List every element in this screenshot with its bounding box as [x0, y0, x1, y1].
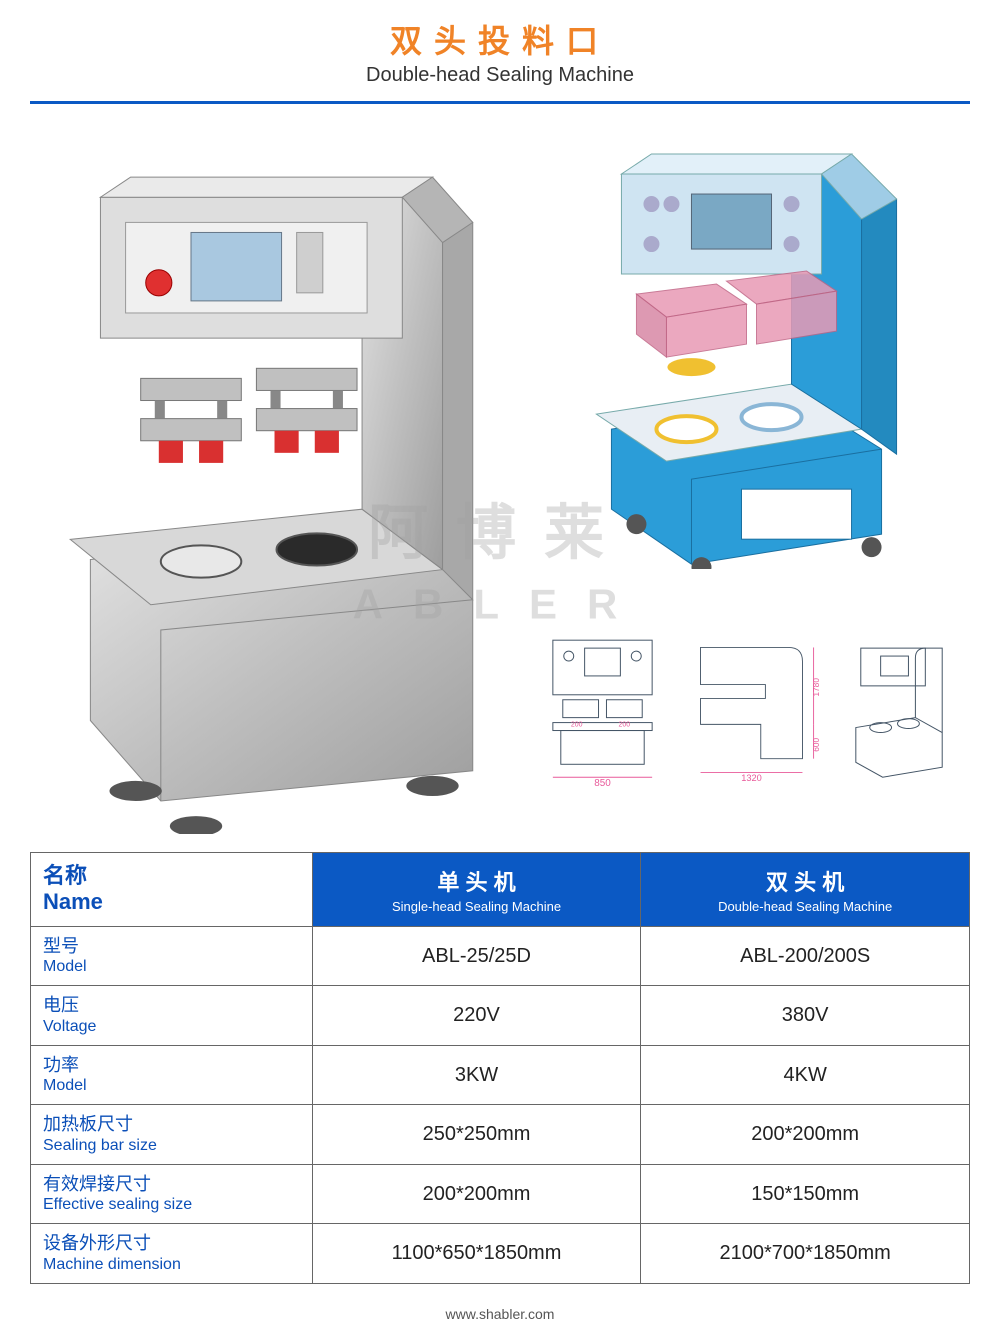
machine-photo [30, 124, 513, 834]
dim-side-width: 1320 [741, 773, 762, 783]
table-row: 型号ModelABL-25/25DABL-200/200S [31, 926, 970, 986]
side-view: 1320 1780 600 [682, 587, 821, 828]
row-value-2: 200*200mm [641, 1105, 970, 1165]
image-section: 850 200 200 1320 1780 600 [0, 104, 1000, 844]
orthographic-views: 850 200 200 1320 1780 600 [533, 587, 970, 828]
row-value-1: 250*250mm [312, 1105, 641, 1165]
th-single-head: 单 头 机 Single-head Sealing Machine [312, 853, 641, 927]
svg-text:200: 200 [571, 722, 583, 729]
title-english: Double-head Sealing Machine [0, 64, 1000, 87]
iso-small-view [831, 587, 970, 828]
row-label: 有效焊接尺寸Effective sealing size [31, 1164, 313, 1224]
row-value-1: ABL-25/25D [312, 926, 641, 986]
row-label: 电压Voltage [31, 986, 313, 1046]
row-value-1: 3KW [312, 1045, 641, 1105]
table-row: 电压Voltage220V380V [31, 986, 970, 1046]
machine-render-svg [30, 124, 513, 834]
front-view: 850 200 200 [533, 587, 672, 828]
isometric-diagram [533, 129, 970, 569]
row-value-2: ABL-200/200S [641, 926, 970, 986]
page-header: 双头投料口 Double-head Sealing Machine [0, 0, 1000, 95]
row-label: 型号Model [31, 926, 313, 986]
footer-url: www.shabler.com [0, 1306, 1000, 1322]
svg-text:600: 600 [811, 738, 821, 752]
row-value-2: 2100*700*1850mm [641, 1224, 970, 1284]
table-row: 功率Model3KW4KW [31, 1045, 970, 1105]
row-value-1: 1100*650*1850mm [312, 1224, 641, 1284]
th-double-head: 双 头 机 Double-head Sealing Machine [641, 853, 970, 927]
th-name: 名称 Name [31, 853, 313, 927]
row-label: 加热板尺寸Sealing bar size [31, 1105, 313, 1165]
svg-text:200: 200 [619, 722, 631, 729]
row-value-2: 150*150mm [641, 1164, 970, 1224]
row-label: 设备外形尺寸Machine dimension [31, 1224, 313, 1284]
row-value-2: 380V [641, 986, 970, 1046]
table-header-row: 名称 Name 单 头 机 Single-head Sealing Machin… [31, 853, 970, 927]
row-value-1: 220V [312, 986, 641, 1046]
row-value-2: 4KW [641, 1045, 970, 1105]
title-chinese: 双头投料口 [0, 16, 1000, 62]
svg-text:1780: 1780 [811, 678, 821, 697]
diagram-column: 850 200 200 1320 1780 600 [533, 124, 970, 834]
row-label: 功率Model [31, 1045, 313, 1105]
dim-front-width: 850 [594, 779, 611, 790]
spec-table: 名称 Name 单 头 机 Single-head Sealing Machin… [30, 852, 970, 1284]
table-row: 有效焊接尺寸Effective sealing size200*200mm150… [31, 1164, 970, 1224]
table-row: 加热板尺寸Sealing bar size250*250mm200*200mm [31, 1105, 970, 1165]
table-row: 设备外形尺寸Machine dimension1100*650*1850mm21… [31, 1224, 970, 1284]
row-value-1: 200*200mm [312, 1164, 641, 1224]
